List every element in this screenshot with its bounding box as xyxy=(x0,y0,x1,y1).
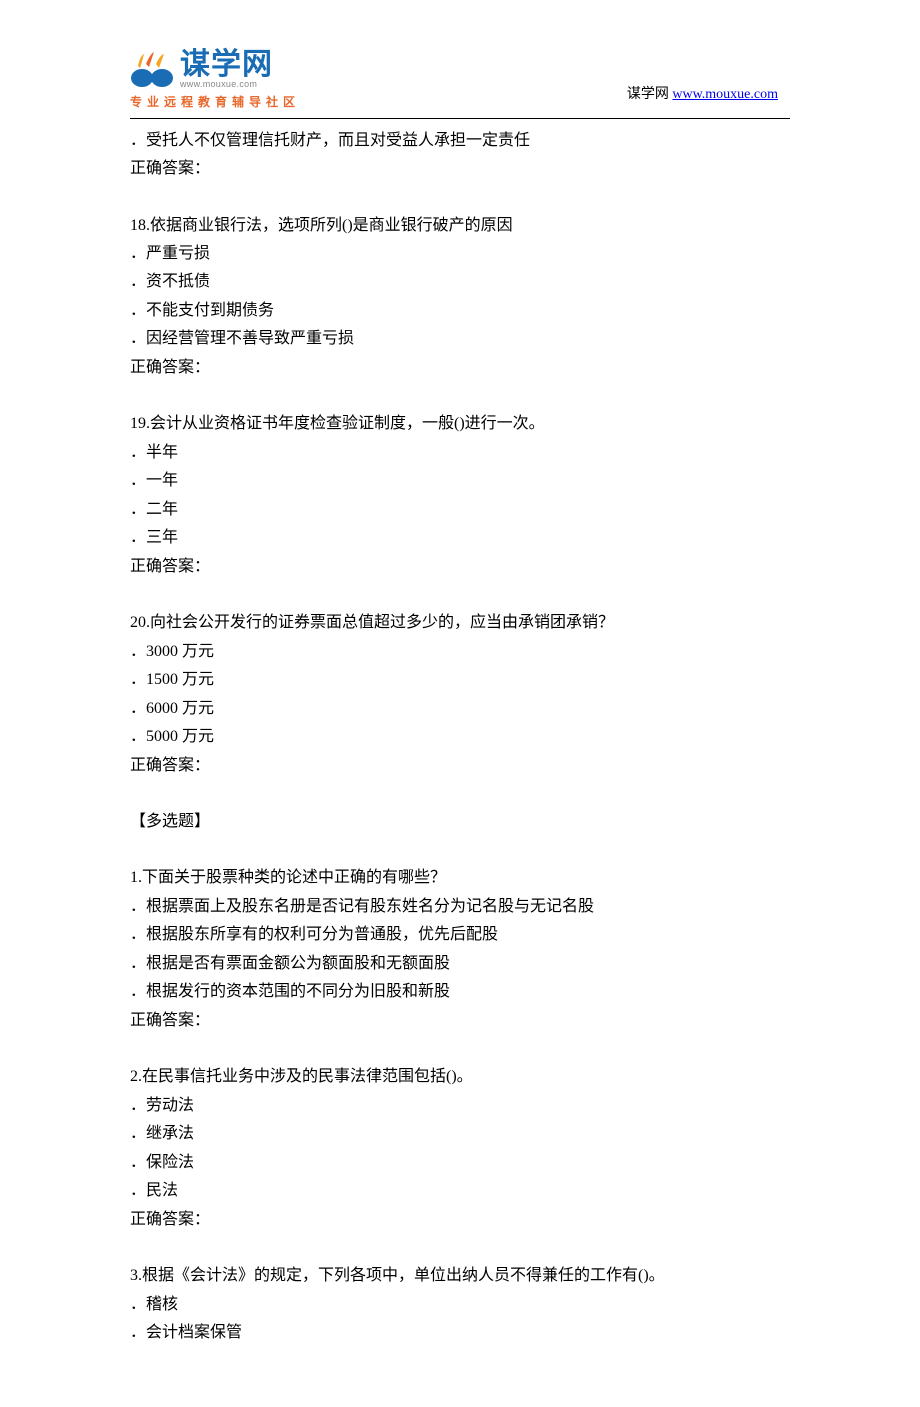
question-option: ．3000 万元 xyxy=(130,638,790,666)
fragment-line: ．受托人不仅管理信托财产，而且对受益人承担一定责任 xyxy=(130,127,790,155)
answer-label: 正确答案： xyxy=(130,155,790,183)
page-container: 谋学网 www.mouxue.com 专业远程教育辅导社区 谋学网 www.mo… xyxy=(0,0,920,1407)
logo-text-block: 谋学网 www.mouxue.com xyxy=(180,50,273,89)
question-stem: 18.依据商业银行法，选项所列()是商业银行破产的原因 xyxy=(130,212,790,240)
header-divider xyxy=(130,118,790,119)
logo-block: 谋学网 www.mouxue.com 专业远程教育辅导社区 xyxy=(130,50,300,114)
question-stem: 2.在民事信托业务中涉及的民事法律范围包括()。 xyxy=(130,1063,790,1091)
spacer xyxy=(130,780,790,808)
spacer xyxy=(130,581,790,609)
logo-url-text: www.mouxue.com xyxy=(180,80,273,89)
spacer xyxy=(130,1035,790,1063)
question-option: ．根据是否有票面金额公为额面股和无额面股 xyxy=(130,950,790,978)
answer-label: 正确答案： xyxy=(130,1007,790,1035)
spacer xyxy=(130,836,790,864)
question-option: ．根据发行的资本范围的不同分为旧股和新股 xyxy=(130,978,790,1006)
question-option: ．民法 xyxy=(130,1177,790,1205)
page-header: 谋学网 www.mouxue.com 专业远程教育辅导社区 谋学网 www.mo… xyxy=(130,50,790,114)
spacer xyxy=(130,382,790,410)
question-option: ．资不抵债 xyxy=(130,268,790,296)
logo-icon xyxy=(130,52,174,88)
question-option: ．6000 万元 xyxy=(130,695,790,723)
question-option: ．1500 万元 xyxy=(130,666,790,694)
spacer xyxy=(130,184,790,212)
question-option: ．三年 xyxy=(130,524,790,552)
question-option: ．根据股东所享有的权利可分为普通股，优先后配股 xyxy=(130,921,790,949)
answer-label: 正确答案： xyxy=(130,354,790,382)
spacer xyxy=(130,1234,790,1262)
question-option: ．劳动法 xyxy=(130,1092,790,1120)
question-option: ．继承法 xyxy=(130,1120,790,1148)
logo-tagline: 专业远程教育辅导社区 xyxy=(130,92,300,114)
answer-label: 正确答案： xyxy=(130,752,790,780)
question-option: ．二年 xyxy=(130,496,790,524)
header-site-link[interactable]: www.mouxue.com xyxy=(672,87,778,102)
question-option: ．不能支付到期债务 xyxy=(130,297,790,325)
question-option: ．5000 万元 xyxy=(130,723,790,751)
answer-label: 正确答案： xyxy=(130,553,790,581)
question-option: ．严重亏损 xyxy=(130,240,790,268)
question-stem: 3.根据《会计法》的规定，下列各项中，单位出纳人员不得兼任的工作有()。 xyxy=(130,1262,790,1290)
document-content: ．受托人不仅管理信托财产，而且对受益人承担一定责任 正确答案： 18.依据商业银… xyxy=(130,127,790,1348)
answer-label: 正确答案： xyxy=(130,1206,790,1234)
question-option: ．根据票面上及股东名册是否记有股东姓名分为记名股与无记名股 xyxy=(130,893,790,921)
question-stem: 1.下面关于股票种类的论述中正确的有哪些？ xyxy=(130,864,790,892)
question-option: ．一年 xyxy=(130,467,790,495)
question-option: ．稽核 xyxy=(130,1291,790,1319)
section-header: 【多选题】 xyxy=(130,808,790,836)
header-right: 谋学网 www.mouxue.com xyxy=(627,82,790,113)
question-stem: 19.会计从业资格证书年度检查验证制度，一般()进行一次。 xyxy=(130,410,790,438)
logo-main: 谋学网 www.mouxue.com xyxy=(130,50,300,89)
question-option: ．因经营管理不善导致严重亏损 xyxy=(130,325,790,353)
question-option: ．保险法 xyxy=(130,1149,790,1177)
logo-name: 谋学网 xyxy=(180,50,273,80)
header-site-label: 谋学网 xyxy=(627,87,669,102)
question-option: ．半年 xyxy=(130,439,790,467)
question-stem: 20.向社会公开发行的证券票面总值超过多少的，应当由承销团承销？ xyxy=(130,609,790,637)
question-option: ．会计档案保管 xyxy=(130,1319,790,1347)
